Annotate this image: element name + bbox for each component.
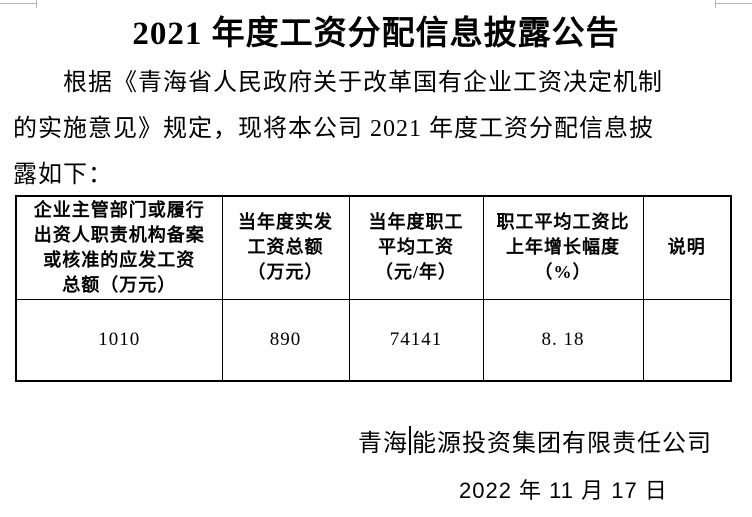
header-cell-approved-total-wages[interactable]: 企业主管部门或履行 出资人职责机构备案 或核准的应发工资 总额（万元） [15, 195, 223, 300]
text-cursor [409, 426, 411, 455]
cell-remarks[interactable] [642, 298, 732, 382]
margin-crop-mark-top-left-tick [36, 0, 37, 8]
margin-crop-mark-top-right-tick [715, 0, 716, 8]
company-name-part2: 能源投资集团有限责任公司 [412, 431, 712, 457]
paragraph-line[interactable]: 露如下： [13, 162, 113, 188]
header-cell-wage-growth-rate[interactable]: 职工平均工资比 上年增长幅度 （%） [482, 195, 644, 300]
intro-paragraph: 根据《青海省人民政府关于改革国有企业工资决定机制 的实施意见》规定，现将本公司 … [13, 60, 740, 198]
margin-crop-mark-top-right [715, 3, 752, 4]
cell-approved-total-wages[interactable]: 1010 [15, 298, 223, 382]
paragraph-line[interactable]: 的实施意见》规定，现将本公司 2021 年度工资分配信息披 [13, 116, 654, 142]
cell-wage-growth-rate[interactable]: 8. 18 [482, 298, 644, 382]
paragraph-line[interactable]: 根据《青海省人民政府关于改革国有企业工资决定机制 [63, 70, 663, 96]
table-data-row: 1010 890 74141 8. 18 [15, 298, 732, 382]
document-date[interactable]: 2022 年 11 月 17 日 [459, 478, 668, 503]
margin-crop-mark-top-left [0, 3, 37, 4]
cell-average-wage[interactable]: 74141 [348, 298, 484, 382]
header-cell-actual-paid-wages[interactable]: 当年度实发 工资总额 （万元） [221, 195, 350, 300]
header-cell-average-wage[interactable]: 当年度职工 平均工资 （元/年） [348, 195, 484, 300]
table-header-row: 企业主管部门或履行 出资人职责机构备案 或核准的应发工资 总额（万元） 当年度实… [15, 195, 732, 300]
cell-actual-paid-wages[interactable]: 890 [221, 298, 350, 382]
document-title[interactable]: 2021 年度工资分配信息披露公告 [132, 16, 620, 52]
wage-disclosure-table: 企业主管部门或履行 出资人职责机构备案 或核准的应发工资 总额（万元） 当年度实… [15, 195, 732, 382]
company-name-part1: 青海 [358, 431, 408, 457]
header-cell-remarks[interactable]: 说明 [642, 195, 732, 300]
company-signature[interactable]: 青海 能源投资集团有限责任公司 [358, 423, 712, 458]
